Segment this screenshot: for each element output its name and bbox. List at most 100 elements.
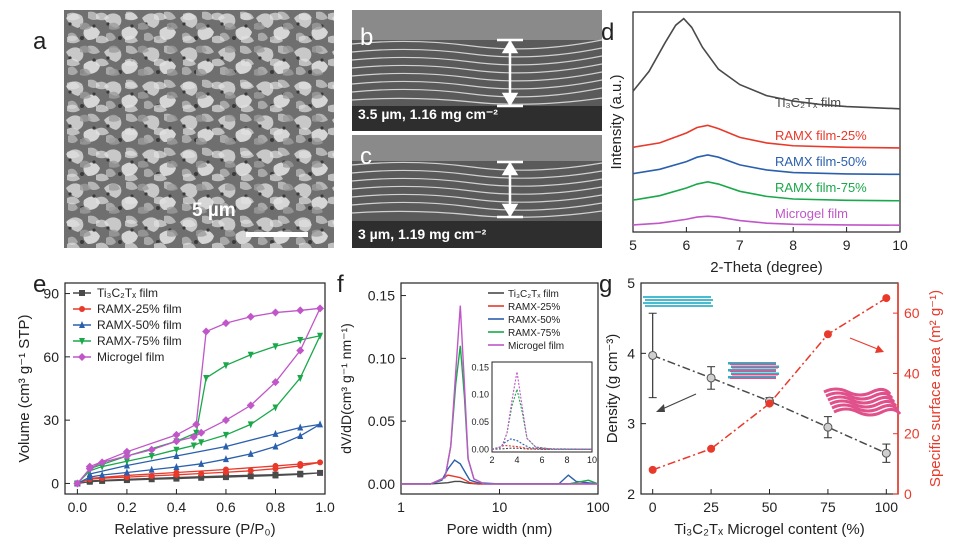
series-line — [401, 474, 598, 485]
sheet — [645, 299, 713, 301]
y-tick-label: 0.15 — [368, 288, 395, 304]
data-point — [147, 445, 156, 454]
thickness-arrow-c — [497, 160, 523, 219]
series-line — [652, 354, 887, 454]
sheet — [829, 399, 898, 409]
panel-e-letter: e — [33, 271, 46, 298]
data-point — [317, 469, 324, 476]
inset-x-tick-label: 10 — [587, 455, 597, 465]
data-point — [79, 338, 85, 345]
sheet — [823, 387, 892, 397]
x-axis-label: Relative pressure (P/P₀) — [114, 521, 275, 538]
inset-x-tick-label: 4 — [514, 455, 519, 465]
y-right-tick-label: 60 — [904, 305, 920, 321]
inset-frame — [491, 361, 593, 453]
x-axis-label: Pore width (nm) — [447, 521, 553, 538]
series-line — [632, 154, 901, 176]
sheet — [732, 367, 778, 369]
sheet — [825, 391, 894, 401]
legend-label: RAMX-50% — [508, 315, 560, 326]
x-tick-label: 6 — [683, 237, 691, 253]
scale-bar-a — [246, 232, 308, 237]
y-right-axis-label: Specific surface area (m² g⁻¹) — [927, 290, 944, 487]
data-point — [296, 306, 305, 315]
chart-f: f 1 10 100 0.00 0.05 0.10 0.15 Pore width (nm) dV… — [337, 271, 610, 538]
x-tick-label: 5 — [629, 237, 637, 253]
data-point — [222, 442, 229, 450]
x-tick-label: 0.0 — [68, 499, 88, 515]
x-tick-label: 0.6 — [216, 499, 236, 515]
sheet — [728, 369, 776, 372]
data-point — [882, 294, 891, 303]
data-point — [98, 458, 107, 467]
x-tick-label: 0.4 — [167, 499, 187, 515]
caption-b: 3.5 µm, 1.16 mg cm⁻² — [358, 106, 498, 122]
series-line — [632, 181, 901, 202]
data-point — [197, 428, 206, 437]
sem-texture-b — [351, 10, 603, 131]
x-tick-label: 100 — [586, 499, 610, 515]
data-point — [272, 343, 279, 351]
illustration-crumpled-sheets — [823, 387, 902, 417]
illustration-stacked-sheets — [643, 296, 713, 307]
sheet — [731, 372, 779, 375]
data-point — [316, 304, 325, 313]
series-line — [632, 215, 901, 226]
y-tick-label: 0 — [51, 475, 59, 491]
data-point — [190, 442, 197, 450]
data-point — [73, 479, 82, 488]
data-point — [222, 466, 229, 473]
series-line — [632, 17, 901, 110]
plot-frame — [632, 11, 901, 233]
data-point — [272, 471, 279, 478]
data-point — [192, 420, 201, 429]
data-point — [189, 433, 198, 442]
sheet — [643, 296, 711, 298]
caption-c: 3 µm, 1.19 mg cm⁻² — [358, 226, 487, 242]
data-point — [173, 452, 180, 460]
y-axis-label: dV/dD(cm³ g⁻¹ nm⁻¹) — [338, 323, 354, 454]
data-point — [148, 465, 155, 473]
data-point — [246, 312, 255, 321]
series-line — [491, 444, 592, 450]
x-tick-label: 10 — [492, 499, 508, 515]
data-point — [122, 447, 131, 456]
data-point — [222, 472, 229, 479]
legend-label: Ti₃C₂Tₓ film — [97, 286, 158, 300]
pointer-arrow — [849, 337, 881, 351]
data-point — [272, 429, 279, 437]
sheet — [645, 305, 713, 307]
data-point — [148, 453, 155, 461]
data-point — [247, 473, 254, 480]
sem-image-a — [64, 10, 334, 248]
sheet — [730, 363, 776, 365]
x-tick-label: 1.0 — [315, 499, 335, 515]
data-point — [247, 449, 254, 457]
series-label: Microgel film — [775, 206, 848, 221]
panel-g-letter: g — [599, 271, 612, 298]
data-point — [296, 346, 305, 355]
legend-label: Ti₃C₂Tₓ film — [508, 289, 559, 300]
data-point — [222, 431, 229, 439]
illustration-mixed-sheets — [728, 362, 779, 379]
x-tick-label: 10 — [892, 237, 908, 253]
y-axis-label: Intensity (a.u.) — [608, 74, 625, 169]
data-point — [272, 404, 279, 412]
data-point — [247, 421, 254, 429]
data-point — [122, 452, 131, 461]
x-tick-label: 0.8 — [266, 499, 286, 515]
data-point — [78, 353, 86, 361]
panel-d-letter: d — [601, 19, 614, 46]
legend-label: RAMX-75% film — [97, 334, 182, 348]
chart-f-inset: 2 4 6 8 10 0.00 0.05 0.10 0.15 — [471, 361, 597, 465]
x-axis-label: Ti₃C₂Tₓ Microgel content (%) — [674, 521, 865, 538]
x-tick-label: 0.2 — [117, 499, 137, 515]
inset-y-tick-label: 0.05 — [471, 417, 489, 427]
series-line — [77, 472, 321, 485]
data-point — [823, 422, 833, 432]
data-point — [221, 416, 230, 425]
inset-x-tick-label: 8 — [564, 455, 569, 465]
scale-label-a: 5 µm — [192, 200, 236, 221]
